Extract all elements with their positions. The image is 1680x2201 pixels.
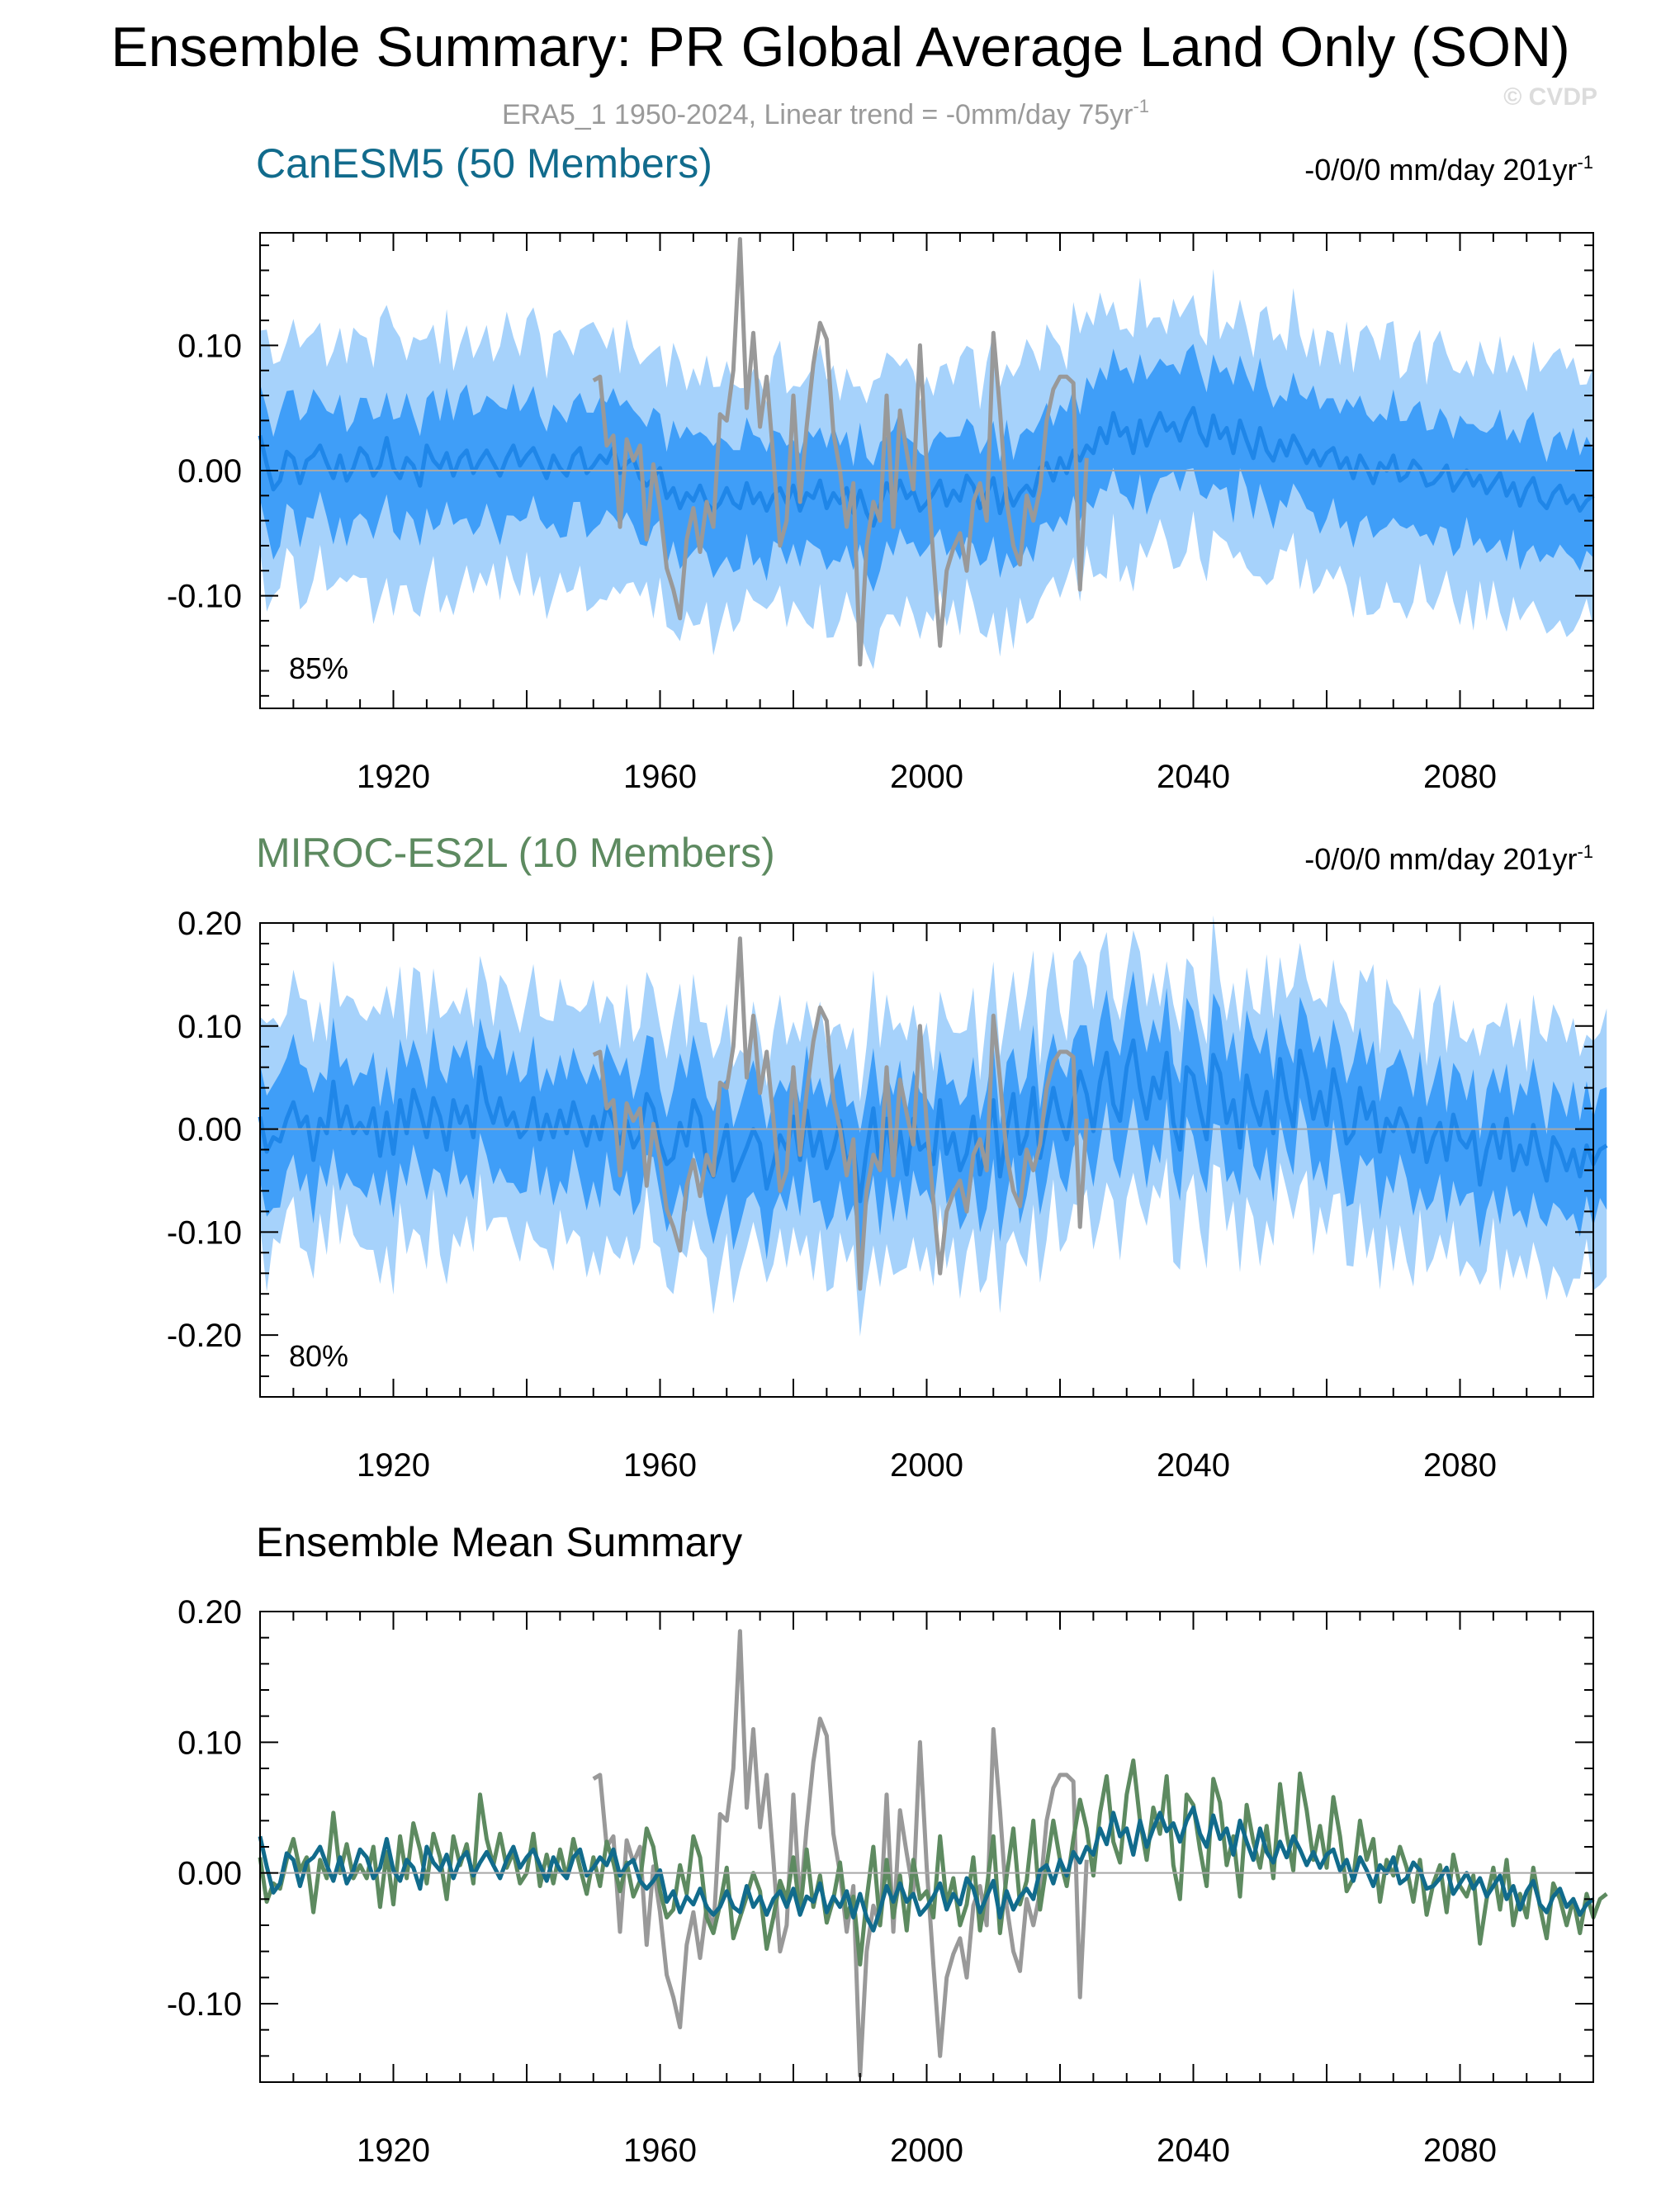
summary-line-era5-1	[592, 1629, 1089, 2078]
summary-ytick-label: 0.20	[177, 1594, 242, 1631]
miroc-xtick-label: 1920	[357, 1447, 430, 1484]
summary-xtick-label: 2080	[1423, 2132, 1497, 2169]
plot-area-miroc: 1920 1960 2000 2040 2080 -0.20 -0.10 0.00 0.10 0.…	[167, 906, 1608, 1484]
summary-ytick-label: 0.10	[177, 1725, 242, 1761]
trend-label-miroc: -0/0/0 mm/day 201yr-1	[1304, 841, 1593, 876]
panel-title-miroc: MIROC-ES2L (10 Members)	[256, 830, 775, 876]
trend-sup-canesm5: -1	[1577, 152, 1593, 173]
canesm5-xtick-label: 2040	[1157, 759, 1230, 795]
canesm5-xtick-label: 2000	[890, 759, 963, 795]
canesm5-ensemble-mean-line	[258, 405, 1595, 528]
panel-title-canesm5: CanESM5 (50 Members)	[256, 140, 712, 187]
summary-xtick-label: 1920	[357, 2132, 430, 2169]
trend-label-canesm5: -0/0/0 mm/day 201yr-1	[1304, 152, 1593, 187]
canesm5-ytick-label: 0.10	[177, 328, 242, 364]
miroc-ytick-label: 0.20	[177, 906, 242, 942]
summary-ytick-label: 0.00	[177, 1856, 242, 1892]
summary-ytick-label: -0.10	[167, 1986, 242, 2023]
trend-text-miroc: -0/0/0 mm/day 201yr	[1304, 842, 1577, 876]
panel-ensemble-mean-summary: Ensemble Mean Summary 1920 1960 2000 2040 20…	[167, 1519, 1608, 2169]
canesm5-ytick-label: 0.00	[177, 453, 242, 490]
miroc-xtick-label: 2040	[1157, 1447, 1230, 1484]
plot-area-summary: 1920 1960 2000 2040 2080 -0.10 0.00 0.10 0.20	[167, 1594, 1608, 2169]
summary-xtick-label: 1960	[623, 2132, 697, 2169]
panel-title-summary: Ensemble Mean Summary	[256, 1519, 742, 1565]
subtitle-text: ERA5_1 1950-2024, Linear trend = -0mm/da…	[502, 99, 1133, 130]
canesm5-xtick-label: 1920	[357, 759, 430, 795]
watermark: © CVDP	[1503, 83, 1597, 111]
miroc-ensemble-mean-line	[258, 1038, 1608, 1204]
canesm5-xtick-label: 2080	[1423, 759, 1497, 795]
trend-sup-miroc: -1	[1577, 841, 1593, 862]
summary-xtick-label: 2040	[1157, 2132, 1230, 2169]
percent-label-canesm5: 85%	[289, 651, 348, 685]
summary-line-canesm5	[258, 1806, 1595, 1933]
summary-xtick-label: 2000	[890, 2132, 963, 2169]
figure-subtitle: ERA5_1 1950-2024, Linear trend = -0mm/da…	[502, 96, 1149, 130]
figure-title: Ensemble Summary: PR Global Average Land…	[111, 16, 1570, 78]
miroc-ytick-label: -0.10	[167, 1214, 242, 1251]
miroc-xtick-label: 1960	[623, 1447, 697, 1484]
subtitle-sup: -1	[1133, 96, 1149, 116]
summary-line-miroc-es2l	[258, 1758, 1608, 1967]
canesm5-ytick-label: -0.10	[167, 579, 242, 615]
miroc-band-inner	[260, 971, 1607, 1260]
panel-miroc: MIROC-ES2L (10 Members) -0/0/0 mm/day 20…	[167, 830, 1608, 1484]
canesm5-xtick-label: 1960	[623, 759, 697, 795]
trend-text-canesm5: -0/0/0 mm/day 201yr	[1304, 153, 1577, 187]
miroc-ytick-label: 0.10	[177, 1009, 242, 1045]
miroc-xtick-label: 2000	[890, 1447, 963, 1484]
miroc-ytick-label: 0.00	[177, 1112, 242, 1148]
miroc-xtick-label: 2080	[1423, 1447, 1497, 1484]
miroc-ytick-label: -0.20	[167, 1318, 242, 1354]
plot-area-canesm5: 1920 1960 2000 2040 2080 -0.10 0.00 0.10	[167, 232, 1595, 795]
percent-label-miroc: 80%	[289, 1339, 348, 1373]
panel-canesm5: CanESM5 (50 Members) -0/0/0 mm/day 201yr…	[167, 140, 1595, 795]
